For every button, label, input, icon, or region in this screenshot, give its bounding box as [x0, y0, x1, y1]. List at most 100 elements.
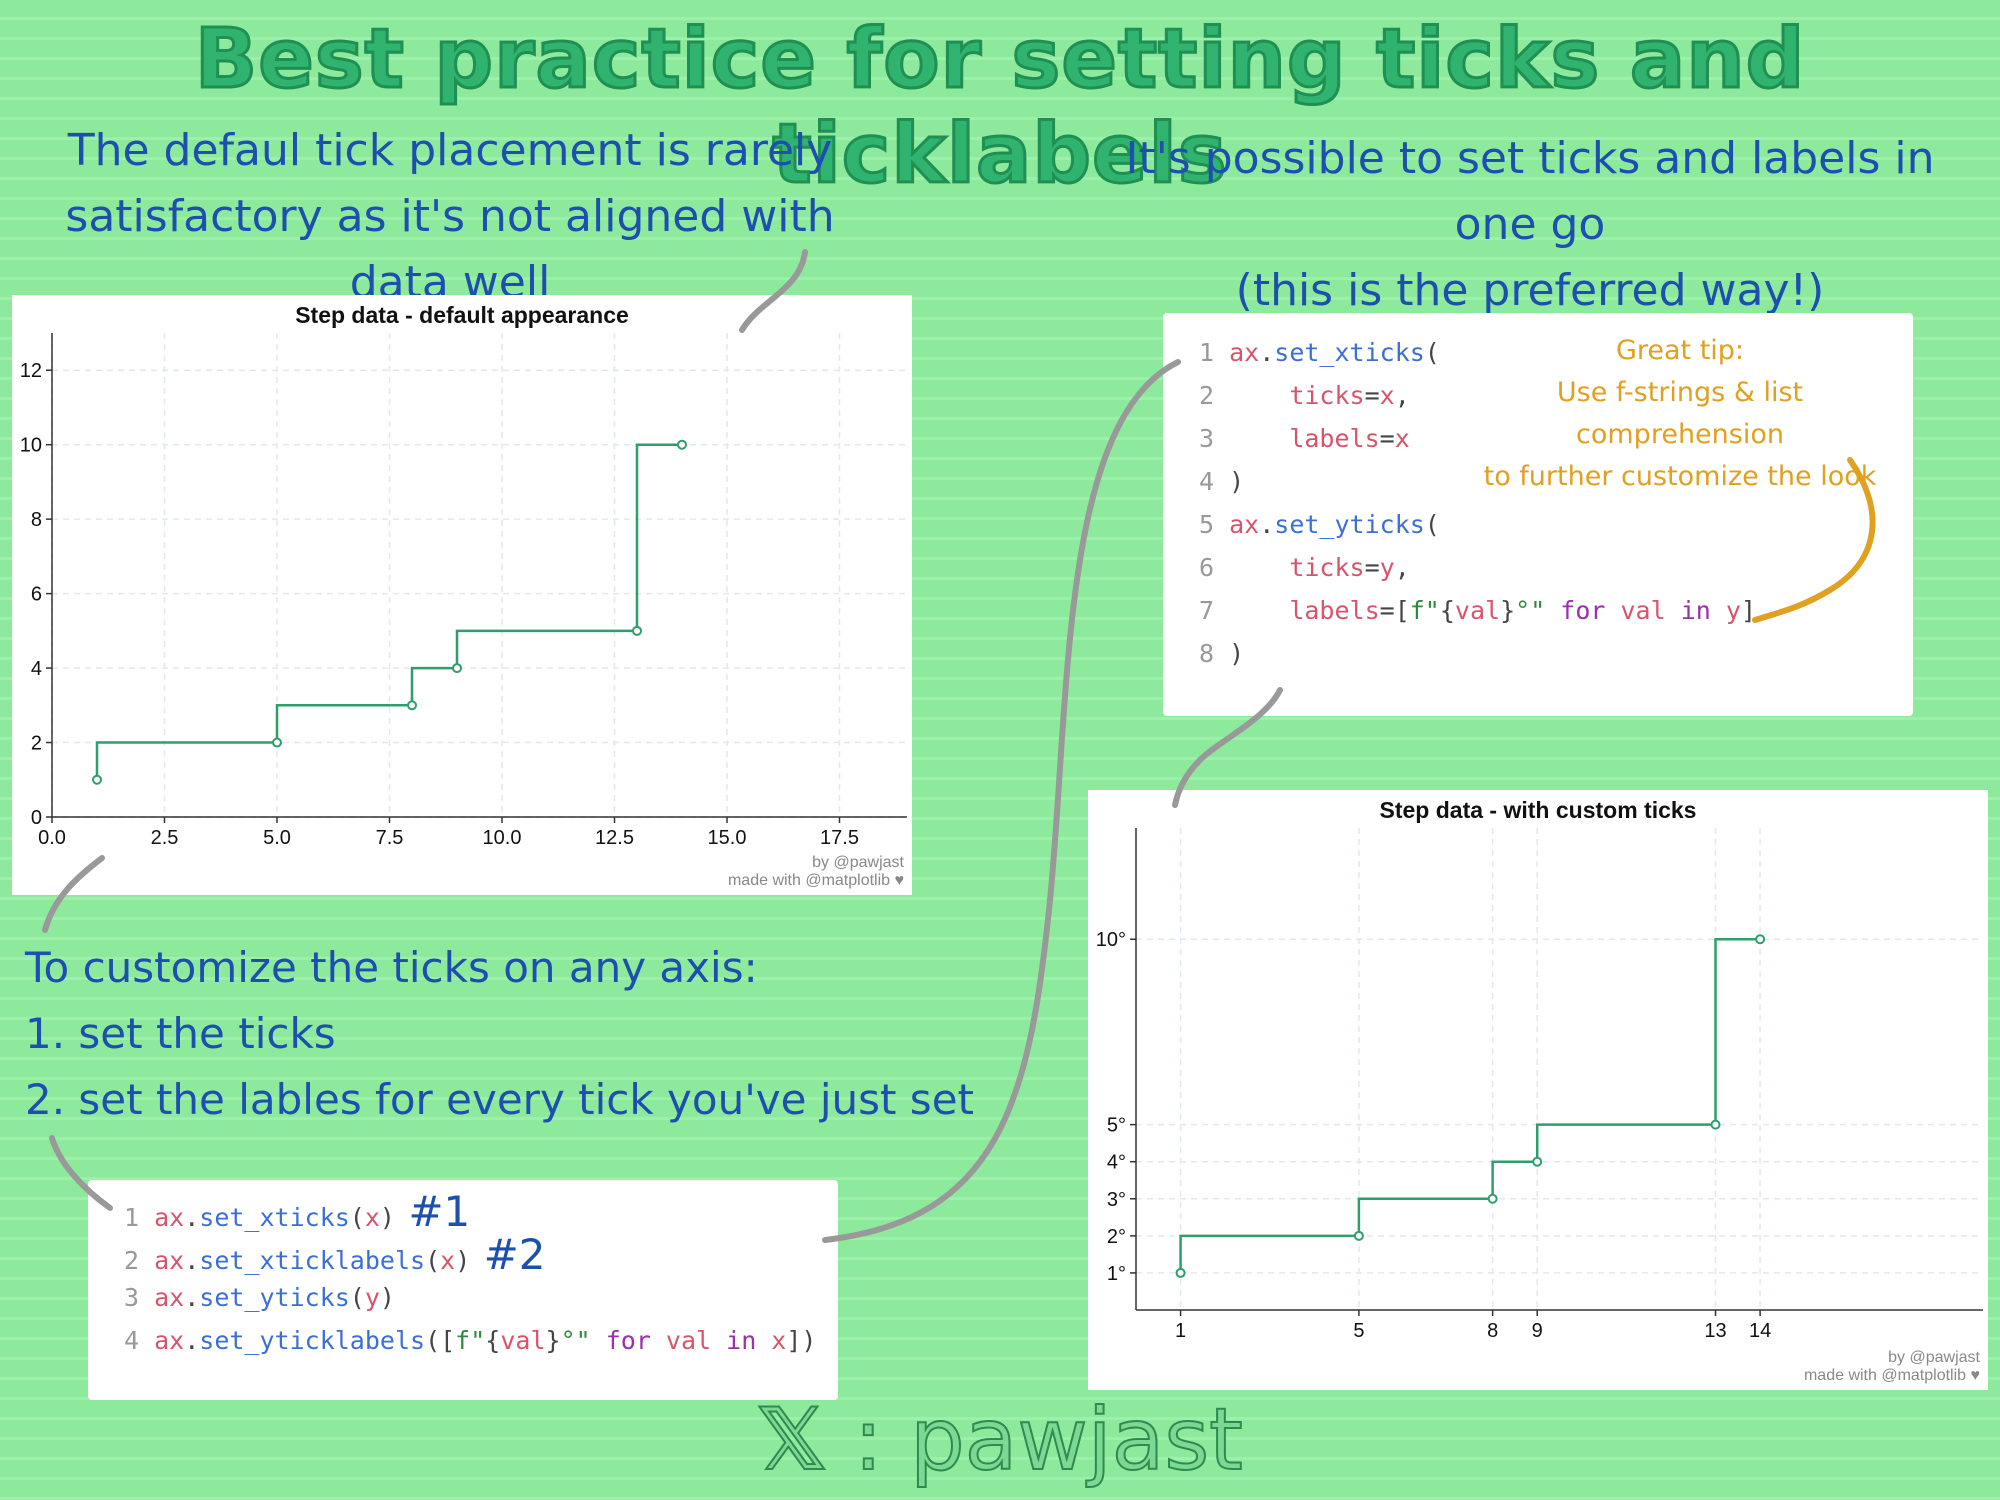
data-point — [1710, 1119, 1721, 1130]
note-line-underlined: (this is the preferred way!) — [1235, 265, 1825, 316]
code-token: val — [500, 1326, 546, 1355]
code-token: f" — [1409, 596, 1440, 625]
line-number: 5 — [1199, 510, 1230, 539]
chart-default-panel: Step data - default appearance 0.0 2.5 5.0 7… — [12, 295, 912, 895]
code-token — [1229, 553, 1289, 582]
code-token: y — [1379, 553, 1395, 582]
line-number: 4 — [1199, 467, 1230, 496]
x-tick-label: 15.0 — [708, 827, 747, 849]
code-preferred-line: 2 ticks=x, — [1163, 374, 1913, 417]
line-number: 4 — [124, 1326, 155, 1355]
credit-made-with: made with @matplotlib ♥ — [728, 872, 904, 889]
series-line — [95, 443, 682, 780]
line-number: 2 — [124, 1246, 155, 1275]
code-token: set_yticks — [199, 1283, 350, 1312]
code-token: =[ — [1379, 596, 1410, 625]
code-token: ( — [425, 1246, 441, 1275]
code-token: . — [1259, 338, 1275, 367]
code-separate-line: 4 ax.set_yticklabels([f"{val}°" for val … — [88, 1319, 838, 1362]
tip-line: to further customize the look — [1483, 461, 1877, 492]
y-tick-label: 5° — [1107, 1115, 1126, 1137]
code-token: } — [545, 1326, 561, 1355]
note-one-go: It's possible to set ticks and labels in… — [1090, 126, 1970, 324]
chart-title: Step data - default appearance — [295, 302, 629, 328]
x-tick-label: 14 — [1749, 1320, 1771, 1342]
y-tick-label: 8 — [31, 509, 42, 531]
y-tick-label: 2° — [1107, 1226, 1126, 1248]
code-token: °" — [560, 1326, 606, 1355]
y-tick-label: 2 — [31, 733, 42, 755]
note-line: To customize the ticks on any axis: — [25, 943, 758, 992]
y-tick-label: 0 — [31, 807, 42, 829]
line-number: 1 — [124, 1203, 155, 1232]
code-token: ( — [1424, 338, 1440, 367]
data-point — [92, 774, 102, 785]
code-token: = — [1364, 381, 1380, 410]
code-token: for — [605, 1326, 651, 1355]
code-token: { — [485, 1326, 501, 1355]
y-tick-label: 10 — [20, 435, 42, 457]
code-token: . — [1259, 510, 1275, 539]
code-token: ax — [1229, 338, 1260, 367]
line-number: 1 — [1199, 338, 1230, 367]
code-token: x — [1379, 381, 1395, 410]
tip-line: Great tip: — [1615, 335, 1745, 366]
series-line — [1179, 937, 1761, 1273]
footer-handle-text: : pawjast — [853, 1389, 1244, 1491]
code-token: in — [726, 1326, 757, 1355]
code-token: ax — [154, 1203, 185, 1232]
code-preferred-line: 6 ticks=y, — [1163, 546, 1913, 589]
code-token: = — [1379, 424, 1395, 453]
line-number: 2 — [1199, 381, 1230, 410]
line-number: 3 — [1199, 424, 1230, 453]
line-number: 7 — [1199, 596, 1230, 625]
line-number: 8 — [1199, 639, 1230, 668]
x-tick-label: 5.0 — [263, 827, 291, 849]
code-token: f" — [455, 1326, 486, 1355]
code-token: ) — [379, 1283, 395, 1312]
code-preferred-line: 3 labels=x — [1163, 417, 1913, 460]
code-token: . — [184, 1246, 200, 1275]
y-tick-label: 4° — [1107, 1152, 1126, 1174]
data-point — [1175, 1267, 1186, 1278]
code-token — [1229, 424, 1289, 453]
chart-custom: Step data - with custom ticks 1 5 8 9 13 14 1° 2… — [1096, 797, 1983, 1384]
note-line: The defaul tick placement is rarely — [67, 125, 833, 176]
data-point — [272, 737, 282, 748]
x-tick-label: 5 — [1353, 1320, 1364, 1342]
step-marker: #1 — [394, 1187, 471, 1236]
code-token: ax — [154, 1283, 185, 1312]
note-customize: To customize the ticks on any axis: 1. s… — [25, 935, 985, 1133]
note-default-ticks: The defaul tick placement is rarely sati… — [20, 118, 880, 316]
code-preferred-line: 8 ) — [1163, 632, 1913, 675]
code-token: val — [650, 1326, 727, 1355]
code-token: ]) — [786, 1326, 817, 1355]
code-token: for — [1560, 596, 1606, 625]
code-token: °" — [1515, 596, 1561, 625]
code-token: , — [1394, 381, 1410, 410]
code-token: ax — [154, 1326, 185, 1355]
data-point — [452, 663, 462, 674]
code-token — [1229, 596, 1289, 625]
page-title: Best practice for setting ticks and tick… — [193, 11, 1806, 204]
code-token: labels — [1289, 596, 1380, 625]
x-tick-label: 12.5 — [595, 827, 634, 849]
data-point — [677, 439, 687, 450]
x-tick-label: 1 — [1175, 1320, 1186, 1342]
code-token — [1229, 381, 1289, 410]
code-token: set_yticks — [1274, 510, 1425, 539]
y-tick-label: 1° — [1107, 1263, 1126, 1285]
y-tick-label: 3° — [1107, 1189, 1126, 1211]
code-token: ( — [349, 1203, 365, 1232]
code-separate-line: 2 ax.set_xticklabels(x) #2 — [88, 1233, 838, 1276]
data-point — [1487, 1193, 1498, 1204]
code-token: ([ — [425, 1326, 456, 1355]
y-tick-label: 6 — [31, 584, 42, 606]
x-tick-label: 13 — [1704, 1320, 1726, 1342]
code-token: y — [1710, 596, 1741, 625]
code-token: ] — [1740, 596, 1756, 625]
code-block-separate: 1 ax.set_xticks(x) #1 2 ax.set_xticklabel… — [88, 1180, 838, 1400]
code-separate-line: 3 ax.set_yticks(y) — [88, 1276, 838, 1319]
x-tick-label: 7.5 — [376, 827, 404, 849]
code-token: ) — [455, 1246, 471, 1275]
